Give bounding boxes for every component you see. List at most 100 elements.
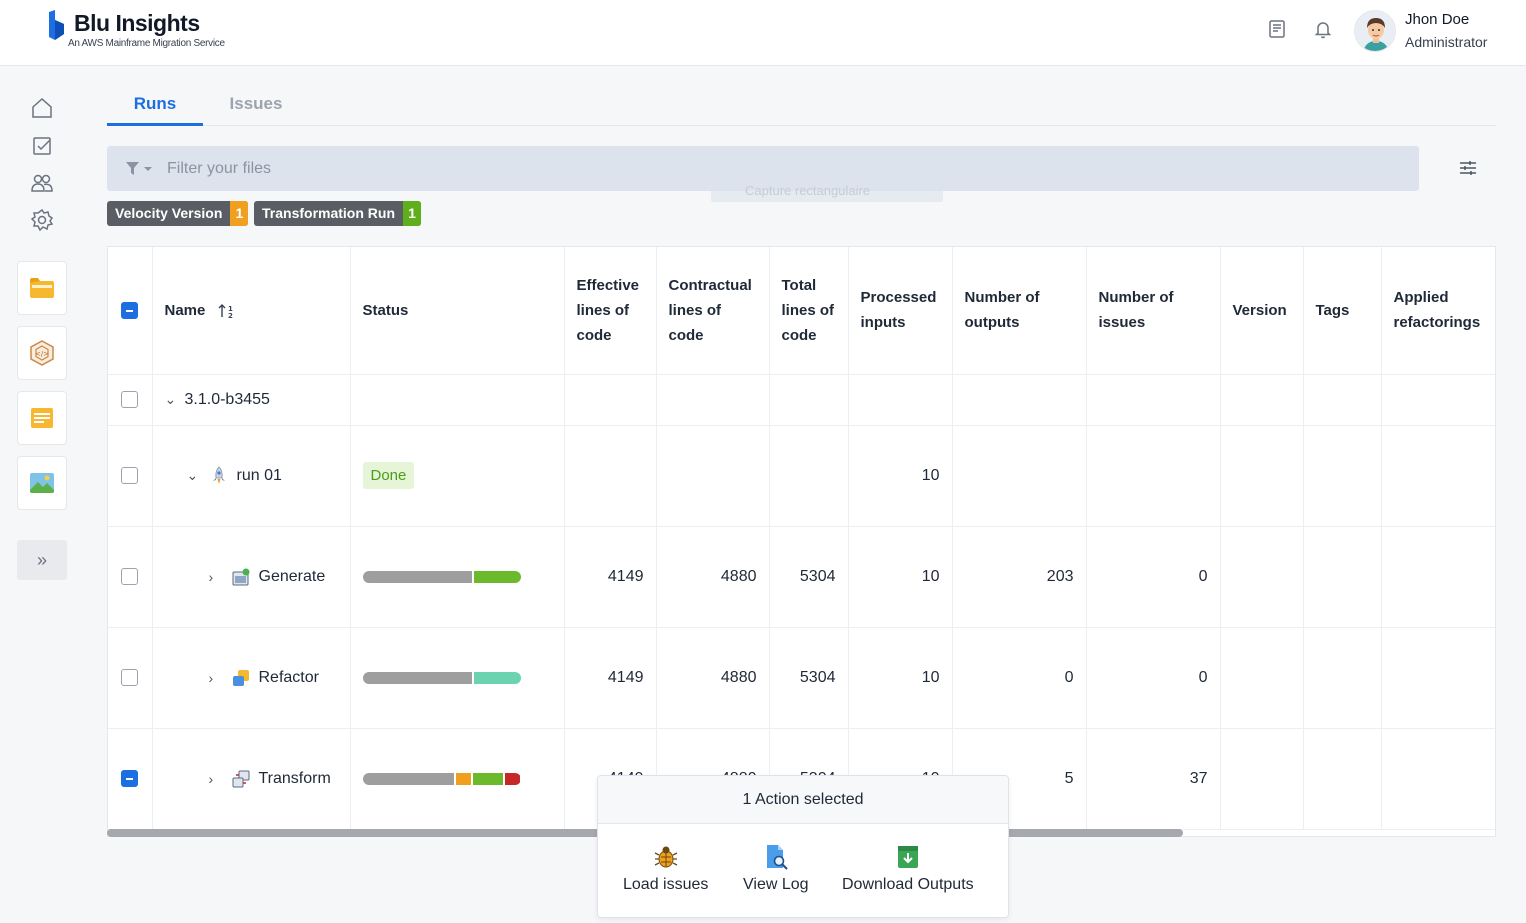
progress-segment [472,772,503,785]
chip-label: Velocity Version [115,205,223,221]
refactor-icon [232,669,249,686]
book-icon[interactable] [1266,18,1288,40]
progress-segment [473,671,521,684]
top-bar: Blu Insights An AWS Mainframe Migration … [0,0,1526,66]
row-checkbox[interactable] [121,668,138,686]
sort-icon[interactable]: 12 [218,303,236,319]
progress-bar [362,671,521,684]
row-checkbox[interactable] [121,567,138,585]
chevron-down-icon[interactable]: ⌄ [164,391,177,407]
row-name: run 01 [236,466,282,484]
chevron-down-icon[interactable]: ⌄ [186,467,199,483]
log-search-icon [766,845,788,870]
progress-segment [362,772,454,785]
row-name: Refactor [258,668,319,686]
chip-velocity-version[interactable]: Velocity Version 1 [107,201,249,226]
table-row-version[interactable]: ⌄ 3.1.0-b3455 [108,374,1495,426]
column-header-refactorings[interactable]: Applied refactorings [1381,247,1495,375]
user-name: Jhon Doe [1405,11,1470,28]
svg-text:2: 2 [228,312,233,319]
chevron-right-icon[interactable]: › [208,669,214,686]
progress-segment [455,772,471,785]
column-header-outputs[interactable]: Number of outputs [952,247,1087,375]
home-icon[interactable] [30,96,54,120]
transform-icon [232,770,249,787]
actions-panel: 1 Action selected Load issues View Log D… [597,775,1009,918]
checklist-icon[interactable] [30,134,54,158]
rocket-icon [212,465,225,484]
brand-subtitle: An AWS Mainframe Migration Service [68,38,225,49]
screen-capture-overlay: Capture rectangulaire [711,180,943,202]
column-header-tags[interactable]: Tags [1303,247,1382,375]
load-issues-button[interactable]: Load issues [623,844,708,894]
row-name: Generate [258,567,326,585]
progress-bar [362,772,521,785]
tab-issues[interactable]: Issues [229,94,283,113]
chevron-right-icon[interactable]: › [208,770,214,787]
filter-input[interactable] [167,159,767,178]
tab-bar: Runs Issues [107,86,1496,126]
avatar-image [1355,11,1395,51]
folder-card[interactable] [17,261,67,315]
row-name: 3.1.0-b3455 [184,390,270,408]
column-header-total[interactable]: Total lines of code [769,247,849,375]
action-label: Load issues [623,876,709,893]
table-row-refactor[interactable]: › Refactor 4149 4880 5304 10 0 0 [108,627,1495,729]
column-settings-icon[interactable] [1458,158,1478,178]
chevron-right-icon[interactable]: › [208,568,214,585]
row-checkbox[interactable] [121,466,138,484]
bug-icon [654,846,677,868]
image-card[interactable] [17,456,67,510]
folder-icon [30,278,54,298]
contractual-cell: 4880 [656,627,770,729]
outputs-cell: 0 [952,627,1087,729]
brand-title: Blu Insights [74,10,200,36]
table-row-generate[interactable]: › Generate 4149 4880 5304 10 203 0 [108,526,1495,628]
issues-cell: 0 [1086,627,1221,729]
view-log-button[interactable]: View Log [743,844,809,894]
gear-icon[interactable] [30,208,54,232]
chip-transformation-run[interactable]: Transformation Run 1 [254,201,422,226]
expand-sidebar-button[interactable]: » [17,540,67,580]
row-checkbox[interactable] [121,390,138,408]
download-outputs-button[interactable]: Download Outputs [842,844,974,894]
total-cell: 5304 [769,627,849,729]
total-cell: 5304 [769,526,849,628]
users-icon[interactable] [30,171,54,195]
column-header-issues[interactable]: Number of issues [1086,247,1221,375]
contractual-cell: 4880 [656,526,770,628]
issues-cell: 0 [1086,526,1221,628]
processed-cell: 10 [848,425,953,527]
status-badge: Done [362,462,415,489]
select-all-checkbox[interactable] [121,302,138,320]
bell-icon[interactable] [1312,18,1334,40]
column-label: Name [164,301,206,319]
brand-logo[interactable]: Blu Insights An AWS Mainframe Migration … [46,8,225,50]
codebase-card[interactable]: </> [17,326,67,380]
column-header-contractual[interactable]: Contractual lines of code [656,247,770,375]
action-label: Download Outputs [842,876,974,893]
column-header-effective[interactable]: Effective lines of code [564,247,657,375]
issues-cell: 37 [1086,728,1221,830]
action-label: View Log [743,876,809,893]
tab-runs[interactable]: Runs [107,86,203,126]
progress-segment [362,671,472,684]
column-header-processed[interactable]: Processed inputs [848,247,953,375]
column-header-version[interactable]: Version [1220,247,1304,375]
outputs-cell: 203 [952,526,1087,628]
avatar[interactable] [1354,10,1396,52]
progress-segment [473,570,521,583]
generate-icon [232,568,249,585]
column-header-status[interactable]: Status [350,247,565,375]
svg-text:1: 1 [228,305,233,313]
svg-text:</>: </> [35,350,49,358]
filter-icon[interactable] [125,161,155,177]
row-checkbox[interactable] [121,769,138,787]
table-row-run[interactable]: ⌄ run 01 Done 10 [108,425,1495,527]
image-icon [30,473,54,493]
chip-count: 1 [403,201,422,226]
notes-card[interactable] [17,391,67,445]
processed-cell: 10 [848,526,953,628]
